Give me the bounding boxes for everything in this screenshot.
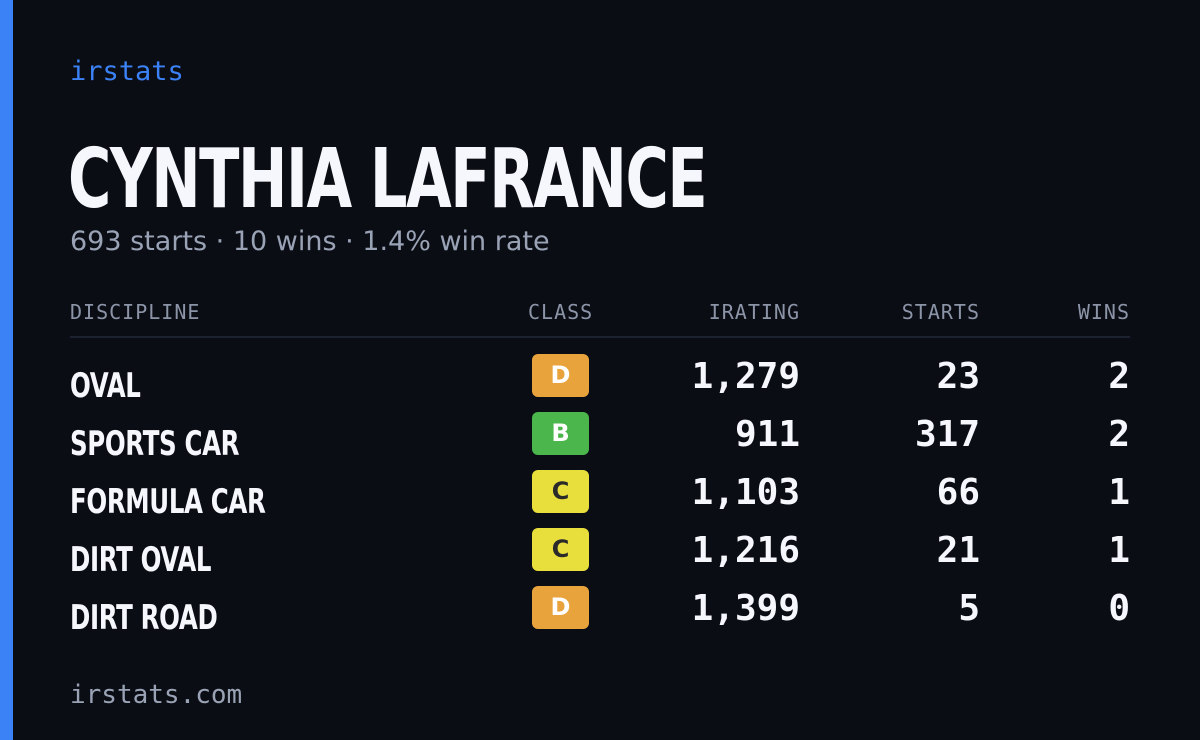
header-starts: STARTS — [901, 300, 980, 324]
discipline-label: DIRT ROAD — [70, 598, 218, 638]
discipline-label: FORMULA CAR — [70, 482, 266, 522]
irating-value: 1,279 — [691, 356, 800, 397]
table-row: SPORTS CAR B 911 317 2 — [70, 408, 1130, 466]
brand-logo: irstats — [70, 56, 184, 87]
table-row: DIRT ROAD D 1,399 5 0 — [70, 582, 1130, 640]
class-badge: D — [532, 586, 589, 629]
starts-value: 21 — [936, 530, 980, 571]
wins-value: 2 — [1108, 414, 1130, 455]
header-discipline: DISCIPLINE — [70, 300, 201, 324]
irating-value: 1,399 — [691, 588, 800, 629]
header-class: CLASS — [528, 300, 594, 324]
driver-summary: 693 starts · 10 wins · 1.4% win rate — [70, 226, 550, 257]
table-row: DIRT OVAL C 1,216 21 1 — [70, 524, 1130, 582]
driver-name: CYNTHIA LAFRANCE — [68, 132, 708, 227]
starts-value: 23 — [936, 356, 980, 397]
wins-value: 1 — [1108, 530, 1130, 571]
header-wins: WINS — [1077, 300, 1130, 324]
header-irating: IRATING — [708, 300, 800, 324]
accent-bar — [0, 0, 13, 740]
table-header: DISCIPLINE CLASS IRATING STARTS WINS — [70, 298, 1130, 338]
class-badge: D — [532, 354, 589, 397]
footer-url[interactable]: irstats.com — [70, 680, 243, 710]
class-badge: B — [532, 412, 589, 455]
discipline-label: SPORTS CAR — [70, 424, 240, 464]
class-badge: C — [532, 470, 589, 513]
wins-value: 0 — [1108, 588, 1130, 629]
wins-value: 1 — [1108, 472, 1130, 513]
wins-value: 2 — [1108, 356, 1130, 397]
class-badge: C — [532, 528, 589, 571]
irating-value: 1,216 — [691, 530, 800, 571]
table-row: OVAL D 1,279 23 2 — [70, 350, 1130, 408]
starts-value: 317 — [914, 414, 980, 455]
irating-value: 911 — [734, 414, 800, 455]
discipline-label: DIRT OVAL — [70, 540, 212, 580]
starts-value: 66 — [936, 472, 980, 513]
irating-value: 1,103 — [691, 472, 800, 513]
starts-value: 5 — [958, 588, 980, 629]
stats-table: OVAL D 1,279 23 2 SPORTS CAR B 911 317 2… — [70, 350, 1130, 640]
discipline-label: OVAL — [70, 366, 141, 406]
table-row: FORMULA CAR C 1,103 66 1 — [70, 466, 1130, 524]
